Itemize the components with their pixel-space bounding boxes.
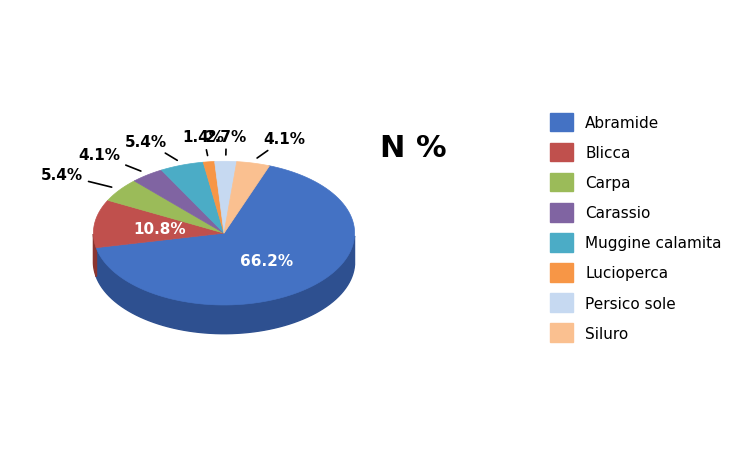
Text: 2.7%: 2.7% bbox=[205, 129, 247, 156]
Text: 1.4%: 1.4% bbox=[183, 130, 225, 156]
Polygon shape bbox=[162, 163, 224, 234]
Polygon shape bbox=[214, 162, 237, 234]
Text: 66.2%: 66.2% bbox=[240, 253, 293, 268]
Text: 5.4%: 5.4% bbox=[41, 168, 112, 188]
Text: 4.1%: 4.1% bbox=[257, 132, 305, 159]
Polygon shape bbox=[96, 236, 354, 334]
Text: 10.8%: 10.8% bbox=[133, 221, 186, 236]
Text: 5.4%: 5.4% bbox=[125, 134, 177, 161]
Legend: Abramide, Blicca, Carpa, Carassio, Muggine calamita, Lucioperca, Persico sole, S: Abramide, Blicca, Carpa, Carassio, Muggi… bbox=[544, 107, 728, 348]
Polygon shape bbox=[108, 181, 224, 234]
Polygon shape bbox=[96, 166, 355, 305]
Text: 4.1%: 4.1% bbox=[78, 148, 141, 172]
Polygon shape bbox=[224, 162, 269, 234]
Polygon shape bbox=[93, 235, 96, 277]
Text: N %: N % bbox=[380, 133, 447, 162]
Polygon shape bbox=[93, 201, 224, 248]
Polygon shape bbox=[135, 170, 224, 234]
Polygon shape bbox=[203, 162, 224, 234]
